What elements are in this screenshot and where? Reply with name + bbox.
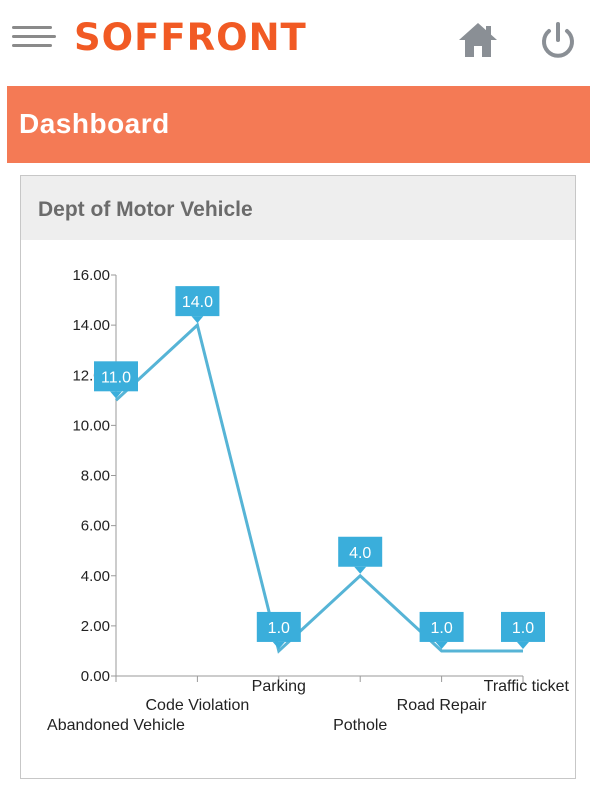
y-tick-label: 2.00 [81,618,110,635]
line-chart: 0.002.004.006.008.0010.0012.0014.0016.00… [47,267,570,734]
x-category-label: Road Repair [397,697,488,714]
series-line [114,322,523,654]
card-title: Dept of Motor Vehicle [38,198,253,221]
data-label: 1.0 [256,611,301,649]
data-label-text: 1.0 [268,620,290,637]
data-label: 1.0 [419,611,464,649]
hamburger-menu-icon[interactable] [10,26,58,52]
data-label-text: 1.0 [430,620,452,637]
data-label-pointer [517,641,529,649]
data-label: 1.0 [501,611,545,649]
y-tick-label: 8.00 [81,468,110,485]
data-label-pointer [191,316,204,324]
card-header: Dept of Motor Vehicle [21,176,575,240]
data-label-text: 11.0 [101,369,131,386]
x-category-label: Code Violation [146,697,250,714]
y-tick-label: 14.00 [72,317,110,334]
page-title: Dashboard [19,108,170,139]
x-category-label: Abandoned Vehicle [47,717,185,734]
top-bar: SOFFRONT [0,0,590,82]
y-tick-label: 16.00 [72,267,110,284]
data-label-pointer [110,391,122,399]
data-label-text: 14.0 [182,294,213,311]
power-icon[interactable] [536,20,580,60]
data-label: 11.0 [94,361,138,399]
soffront-logo: SOFFRONT [74,12,307,62]
data-label-box [338,536,383,567]
home-icon[interactable] [456,20,500,60]
data-label-box [175,286,220,317]
data-label: 14.0 [175,286,220,324]
data-label-text: 4.0 [349,545,371,562]
y-tick-label: 6.00 [81,518,110,535]
data-label-pointer [354,566,367,574]
data-label-box [501,611,545,642]
y-tick-label: 4.00 [81,568,110,585]
x-category-label: Parking [252,678,306,695]
data-label-pointer [272,641,285,649]
data-label-box [256,611,301,642]
y-tick-label: 10.00 [72,417,110,434]
x-category-label: Traffic ticket [484,678,570,695]
data-label-pointer [435,641,448,649]
data-label-box [94,361,138,392]
data-label: 4.0 [338,536,383,574]
x-category-label: Pothole [333,717,387,734]
data-label-text: 1.0 [512,620,534,637]
y-tick-label: 0.00 [81,668,110,685]
data-label-box [419,611,464,642]
dashboard-banner: Dashboard [7,86,590,163]
chart-card: Dept of Motor Vehicle 0.00 2.00 4.00 6.00 8.… [20,175,576,779]
logo-text: SOFFRONT [74,15,307,59]
